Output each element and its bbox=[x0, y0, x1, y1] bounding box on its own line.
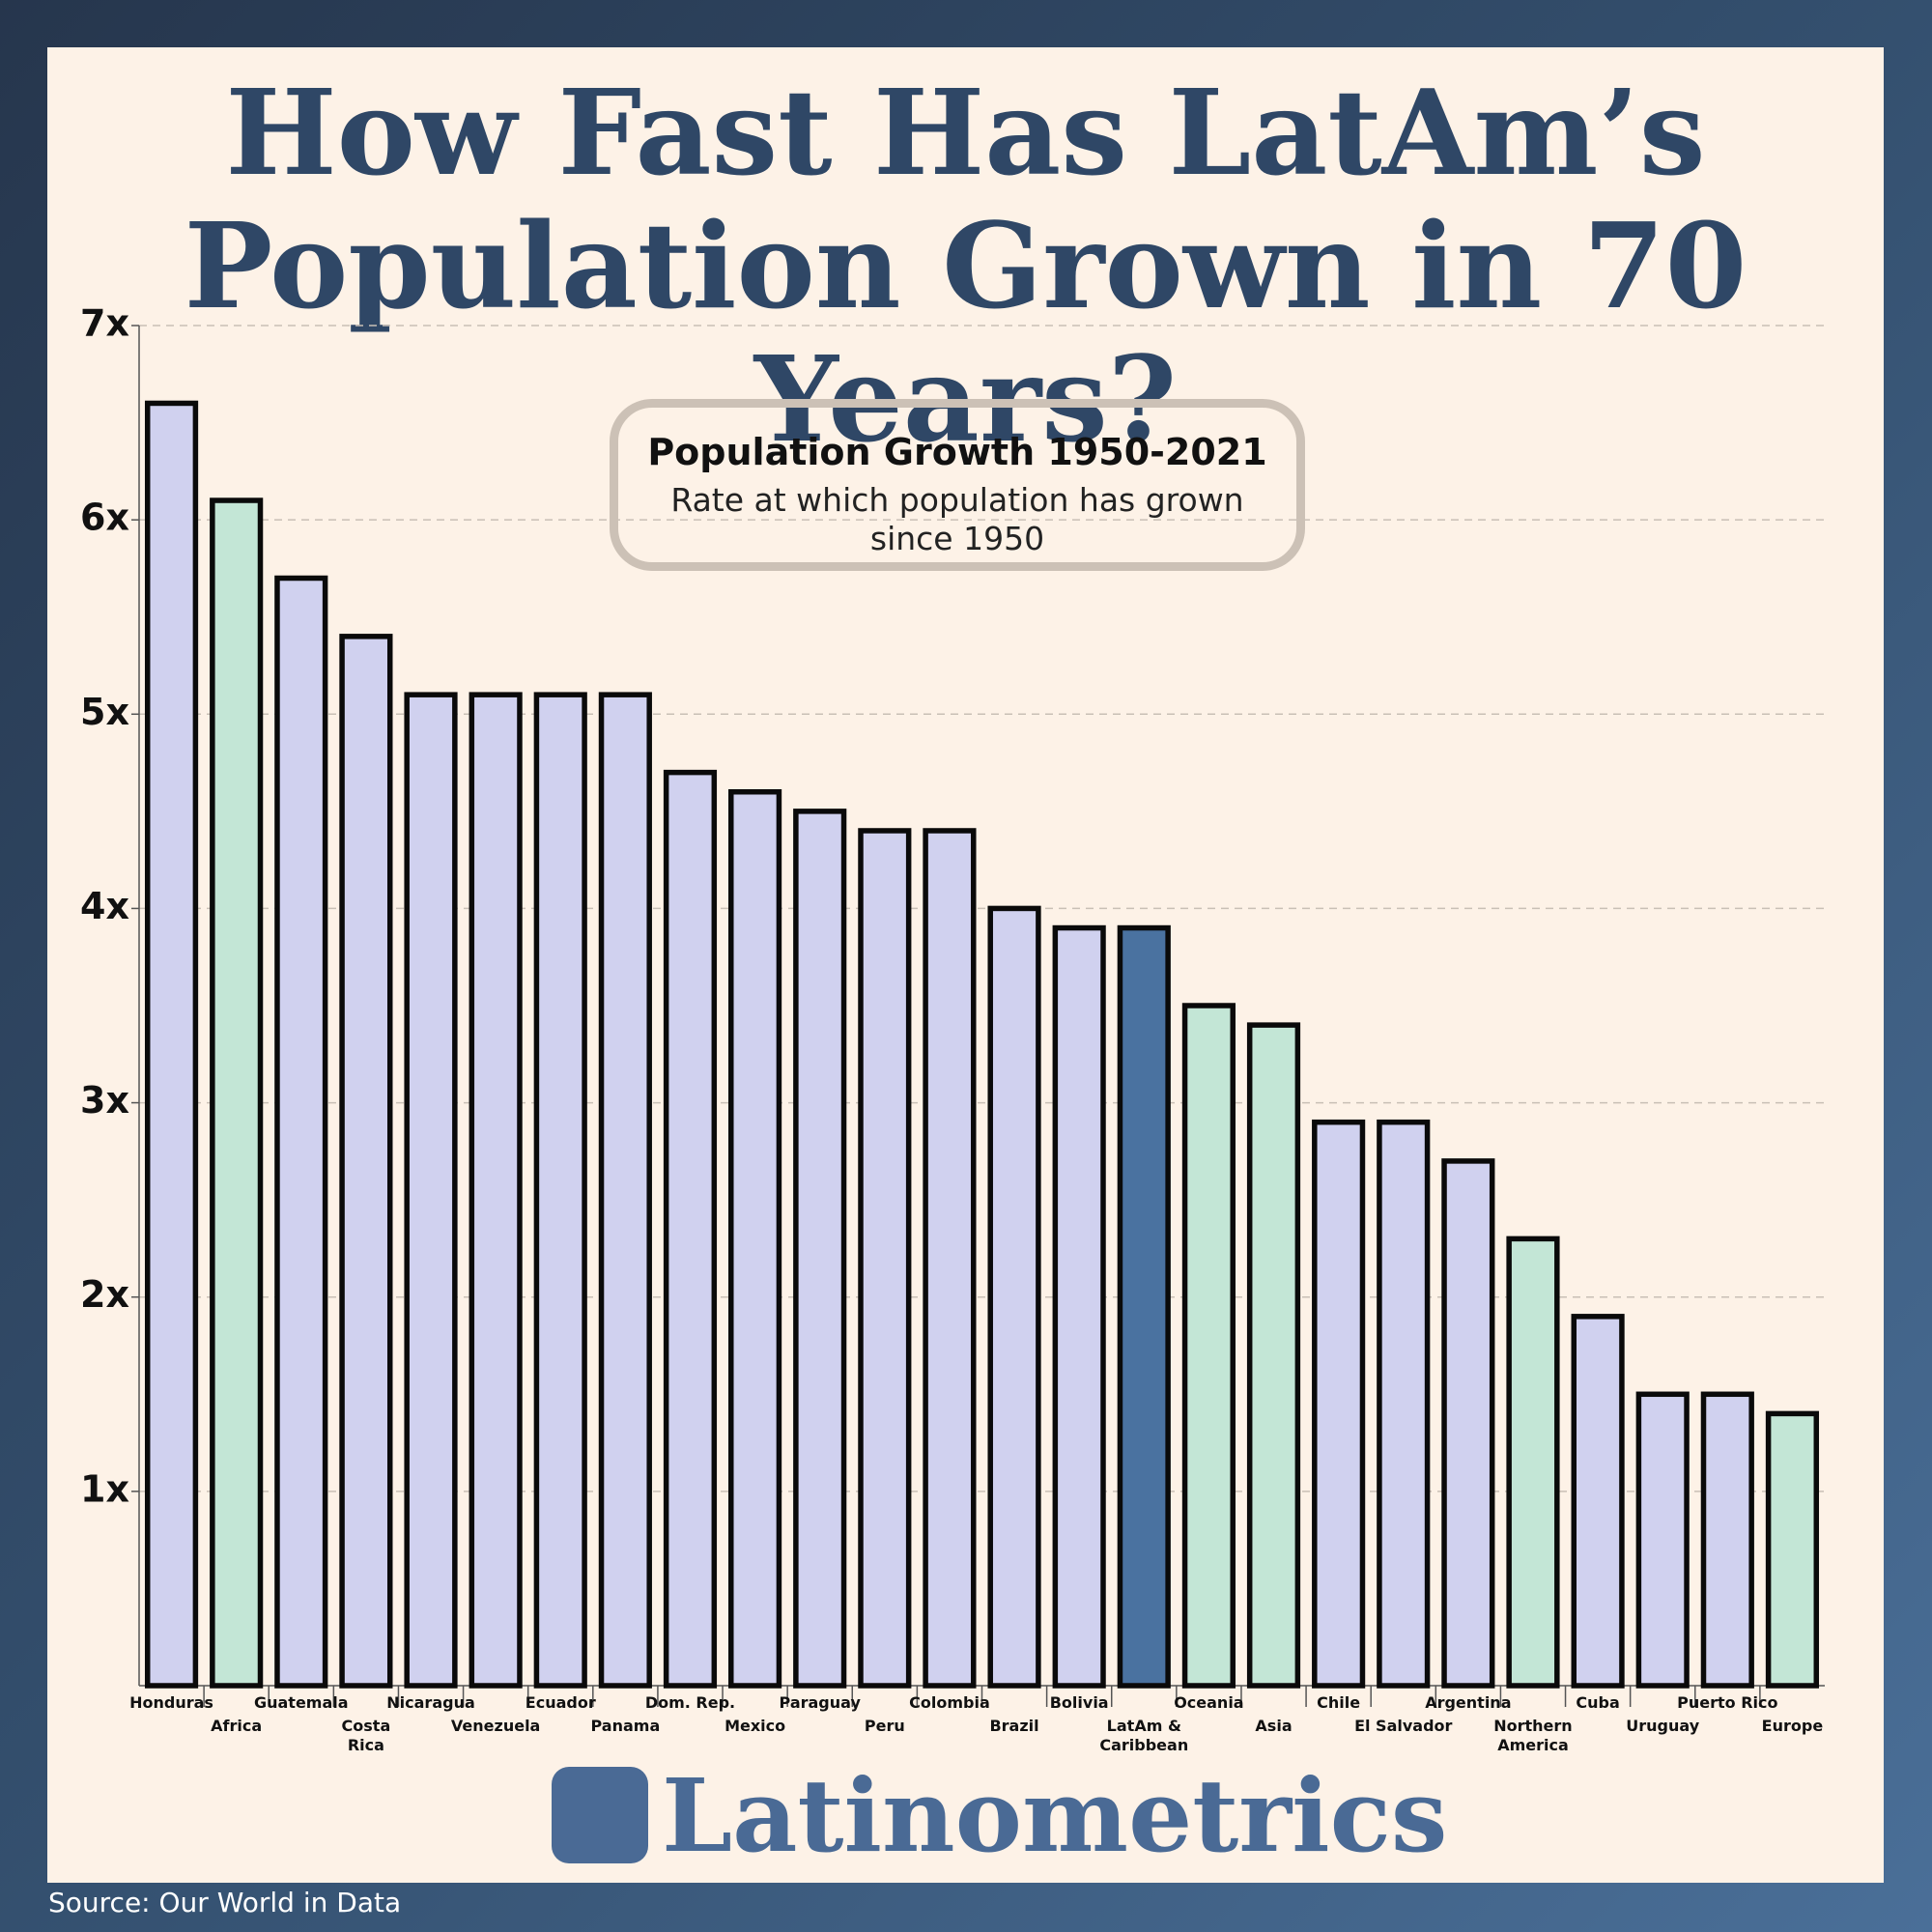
x-tick-label: Guatemala bbox=[253, 1693, 349, 1712]
bar bbox=[1700, 1391, 1754, 1689]
bar bbox=[1377, 1119, 1431, 1689]
bar bbox=[144, 400, 199, 1689]
bar bbox=[1635, 1391, 1690, 1689]
bar bbox=[987, 905, 1041, 1689]
bar bbox=[923, 828, 977, 1689]
bar bbox=[1052, 924, 1106, 1689]
x-tick-label: Brazil bbox=[989, 1717, 1039, 1735]
bar bbox=[663, 769, 718, 1689]
bar bbox=[210, 497, 264, 1689]
x-tick-label: Chile bbox=[1317, 1693, 1361, 1712]
y-tick-label: 5x bbox=[80, 691, 129, 733]
x-tick-label: Europe bbox=[1761, 1717, 1824, 1735]
x-tick-label: Panama bbox=[590, 1717, 661, 1735]
x-tick-label: Northern America bbox=[1493, 1717, 1573, 1754]
x-tick-label: Costa Rica bbox=[341, 1717, 391, 1754]
bar bbox=[1441, 1158, 1495, 1689]
bar bbox=[339, 634, 393, 1689]
bar bbox=[1312, 1119, 1366, 1689]
x-tick-label: Uruguay bbox=[1626, 1717, 1700, 1735]
y-tick-label: 2x bbox=[80, 1273, 129, 1316]
x-tick-label: Africa bbox=[211, 1717, 263, 1735]
y-tick-label: 4x bbox=[80, 885, 129, 927]
x-tick-label: Peru bbox=[864, 1717, 905, 1735]
x-tick-label: Colombia bbox=[909, 1693, 990, 1712]
bar bbox=[728, 788, 782, 1689]
x-tick-label: Honduras bbox=[129, 1693, 213, 1712]
y-tick-label: 1x bbox=[80, 1467, 129, 1510]
x-tick-label: Paraguay bbox=[779, 1693, 861, 1712]
bar bbox=[793, 809, 847, 1689]
bar bbox=[404, 692, 458, 1689]
x-tick-label: Argentina bbox=[1425, 1693, 1512, 1712]
source: Source: Our World in Data bbox=[48, 1887, 402, 1918]
x-tick-label: Oceania bbox=[1174, 1693, 1244, 1712]
bar bbox=[1571, 1314, 1625, 1689]
logo-icon bbox=[552, 1767, 648, 1863]
x-tick-label: Nicaragua bbox=[386, 1693, 475, 1712]
y-tick-label: 6x bbox=[80, 497, 129, 539]
bar bbox=[274, 575, 328, 1689]
bar bbox=[533, 692, 587, 1689]
box-title: Population Growth 1950-2021 bbox=[647, 431, 1267, 473]
x-tick-label: LatAm & Caribbean bbox=[1099, 1717, 1189, 1754]
brand: Latinometrics bbox=[662, 1756, 1448, 1875]
bar bbox=[858, 828, 912, 1689]
bar bbox=[1765, 1410, 1820, 1689]
x-tick-label: Puerto Rico bbox=[1677, 1693, 1778, 1712]
box-subtitle: Rate at which population has grown since… bbox=[670, 481, 1244, 557]
x-tick-label: Ecuador bbox=[525, 1693, 596, 1712]
x-tick-label: Venezuela bbox=[450, 1717, 541, 1735]
x-tick-label: Mexico bbox=[724, 1717, 786, 1735]
chart-title: How Fast Has LatAm’s Population Grown in… bbox=[184, 63, 1747, 469]
x-tick-label: Dom. Rep. bbox=[644, 1693, 736, 1712]
bar bbox=[1506, 1236, 1560, 1689]
bar bbox=[1246, 1022, 1301, 1689]
bar bbox=[1181, 1003, 1236, 1689]
x-tick-label: Bolivia bbox=[1049, 1693, 1109, 1712]
x-tick-label: Asia bbox=[1255, 1717, 1293, 1735]
y-tick-label: 7x bbox=[80, 302, 129, 345]
bar bbox=[1117, 924, 1171, 1689]
bar bbox=[598, 692, 652, 1689]
x-tick-label: El Salvador bbox=[1354, 1717, 1453, 1735]
y-tick-label: 3x bbox=[80, 1079, 129, 1122]
bar bbox=[469, 692, 523, 1689]
x-tick-label: Cuba bbox=[1576, 1693, 1620, 1712]
info-box: Population Growth 1950-2021 Rate at whic… bbox=[610, 399, 1305, 571]
